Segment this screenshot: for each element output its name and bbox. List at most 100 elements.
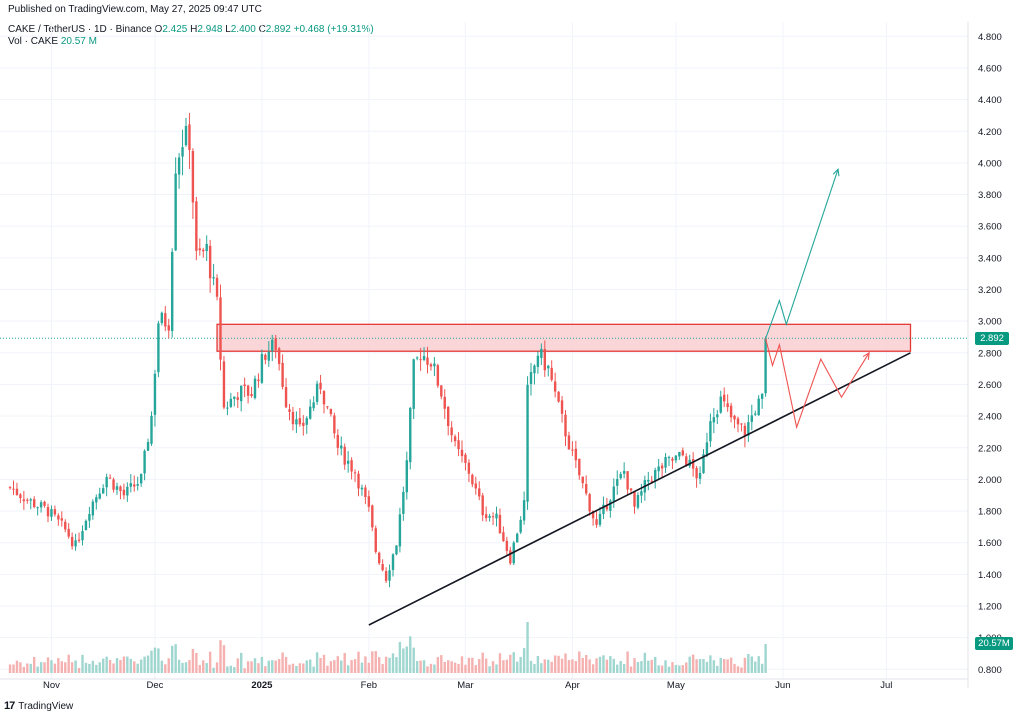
volume-bar — [471, 657, 474, 673]
volume-bar — [647, 660, 650, 673]
volume-bar — [747, 653, 750, 673]
candle-body — [488, 515, 491, 518]
price-axis[interactable]: 4.800 4.600 4.400 4.200 4.000 3.800 3.600 3.400… — [967, 22, 1002, 688]
volume-bar — [571, 659, 574, 673]
candle-body — [129, 483, 132, 487]
volume-bar — [764, 644, 767, 673]
candle-body — [443, 396, 446, 409]
volume-bar — [733, 663, 736, 673]
volume-bar — [177, 659, 181, 673]
candle-body — [743, 425, 747, 437]
candle-body — [626, 471, 629, 490]
volume-bar — [77, 668, 81, 673]
volume-bar — [723, 659, 726, 673]
candle-body — [640, 491, 643, 496]
volume-bar — [657, 665, 660, 673]
candle-body — [388, 570, 391, 581]
volume-bar — [326, 665, 329, 673]
volume-value: 20.57 M — [60, 36, 97, 47]
candle-body — [98, 493, 101, 499]
volume-bar — [208, 651, 212, 673]
volume-bar — [667, 666, 671, 673]
price-tick-label: 3.600 — [978, 222, 1002, 233]
volume-bars — [8, 622, 767, 673]
candle-body — [619, 473, 622, 479]
volume-bar — [253, 658, 257, 673]
volume-bar — [591, 664, 595, 673]
volume-bar — [15, 660, 19, 673]
candle-body — [29, 499, 32, 501]
candle-body — [57, 515, 60, 520]
volume-bar — [547, 659, 550, 673]
volume-bar — [495, 664, 498, 673]
candle-body — [291, 411, 295, 425]
candle-body — [22, 499, 26, 502]
volume-bar — [709, 655, 712, 673]
drawings[interactable] — [368, 168, 911, 626]
price-tick-label: 2.000 — [978, 475, 1002, 486]
volume-bar — [26, 663, 29, 673]
candle-body — [588, 494, 591, 512]
time-tick-label: 2025 — [251, 680, 273, 691]
candle-body — [726, 403, 729, 408]
candle-body — [88, 514, 91, 521]
candle-body — [26, 499, 29, 501]
candle-body — [629, 488, 633, 491]
candle-body — [240, 385, 243, 402]
candle-body — [581, 476, 584, 484]
candle-body — [102, 488, 105, 494]
candle-body — [84, 520, 88, 531]
volume-bar — [19, 662, 22, 673]
time-axis[interactable]: Nov Dec 2025 Feb Mar Apr May Jun Jul — [0, 678, 968, 691]
candle-body — [174, 173, 177, 251]
volume-bar — [550, 661, 553, 673]
candle-body — [326, 406, 329, 408]
volume-bar — [433, 664, 436, 673]
candle-body — [716, 414, 719, 418]
volume-bar — [488, 666, 491, 673]
volume-label[interactable]: Vol · CAKE — [8, 36, 59, 47]
volume-bar — [564, 653, 567, 673]
volume-bar — [760, 663, 764, 673]
candle-body — [647, 479, 650, 482]
candle-body — [315, 383, 319, 402]
candle-body — [226, 407, 229, 409]
volume-bar — [91, 660, 95, 673]
candle-body — [378, 552, 381, 564]
candle-body — [112, 479, 115, 490]
volume-bar — [353, 659, 357, 673]
candle-body — [343, 446, 346, 465]
candle-body — [8, 487, 12, 489]
candle-body — [346, 460, 350, 464]
volume-bar — [22, 666, 26, 673]
footer-brand[interactable]: TradingView — [18, 700, 74, 712]
symbol-label[interactable]: CAKE / TetherUS · 1D · Binance — [8, 24, 152, 35]
resistance-zone[interactable] — [0, 323, 968, 352]
volume-bar — [95, 664, 98, 673]
time-tick-label: Jul — [880, 680, 892, 691]
candle-body — [533, 365, 536, 374]
volume-bar — [184, 662, 188, 673]
volume-bar — [450, 661, 453, 673]
volume-bar — [750, 656, 753, 673]
candle-body — [553, 381, 557, 392]
volume-bar — [588, 659, 591, 673]
volume-bar — [240, 652, 243, 673]
candle-body — [702, 454, 705, 474]
footer: 17 TradingView — [4, 700, 73, 712]
volume-bar — [460, 656, 464, 673]
candle-body — [329, 408, 333, 415]
volume-bar — [619, 661, 622, 673]
candle-body — [719, 396, 722, 413]
candle-body — [467, 462, 471, 474]
candle-body — [543, 349, 546, 371]
candle-body — [685, 456, 688, 467]
volume-bar — [309, 659, 312, 673]
volume-bar — [236, 658, 239, 673]
candle-body — [136, 484, 139, 486]
tradingview-logo-icon[interactable]: 17 — [4, 700, 15, 712]
volume-bar — [267, 660, 270, 673]
candle-body — [567, 435, 571, 450]
candle-body — [429, 364, 433, 367]
